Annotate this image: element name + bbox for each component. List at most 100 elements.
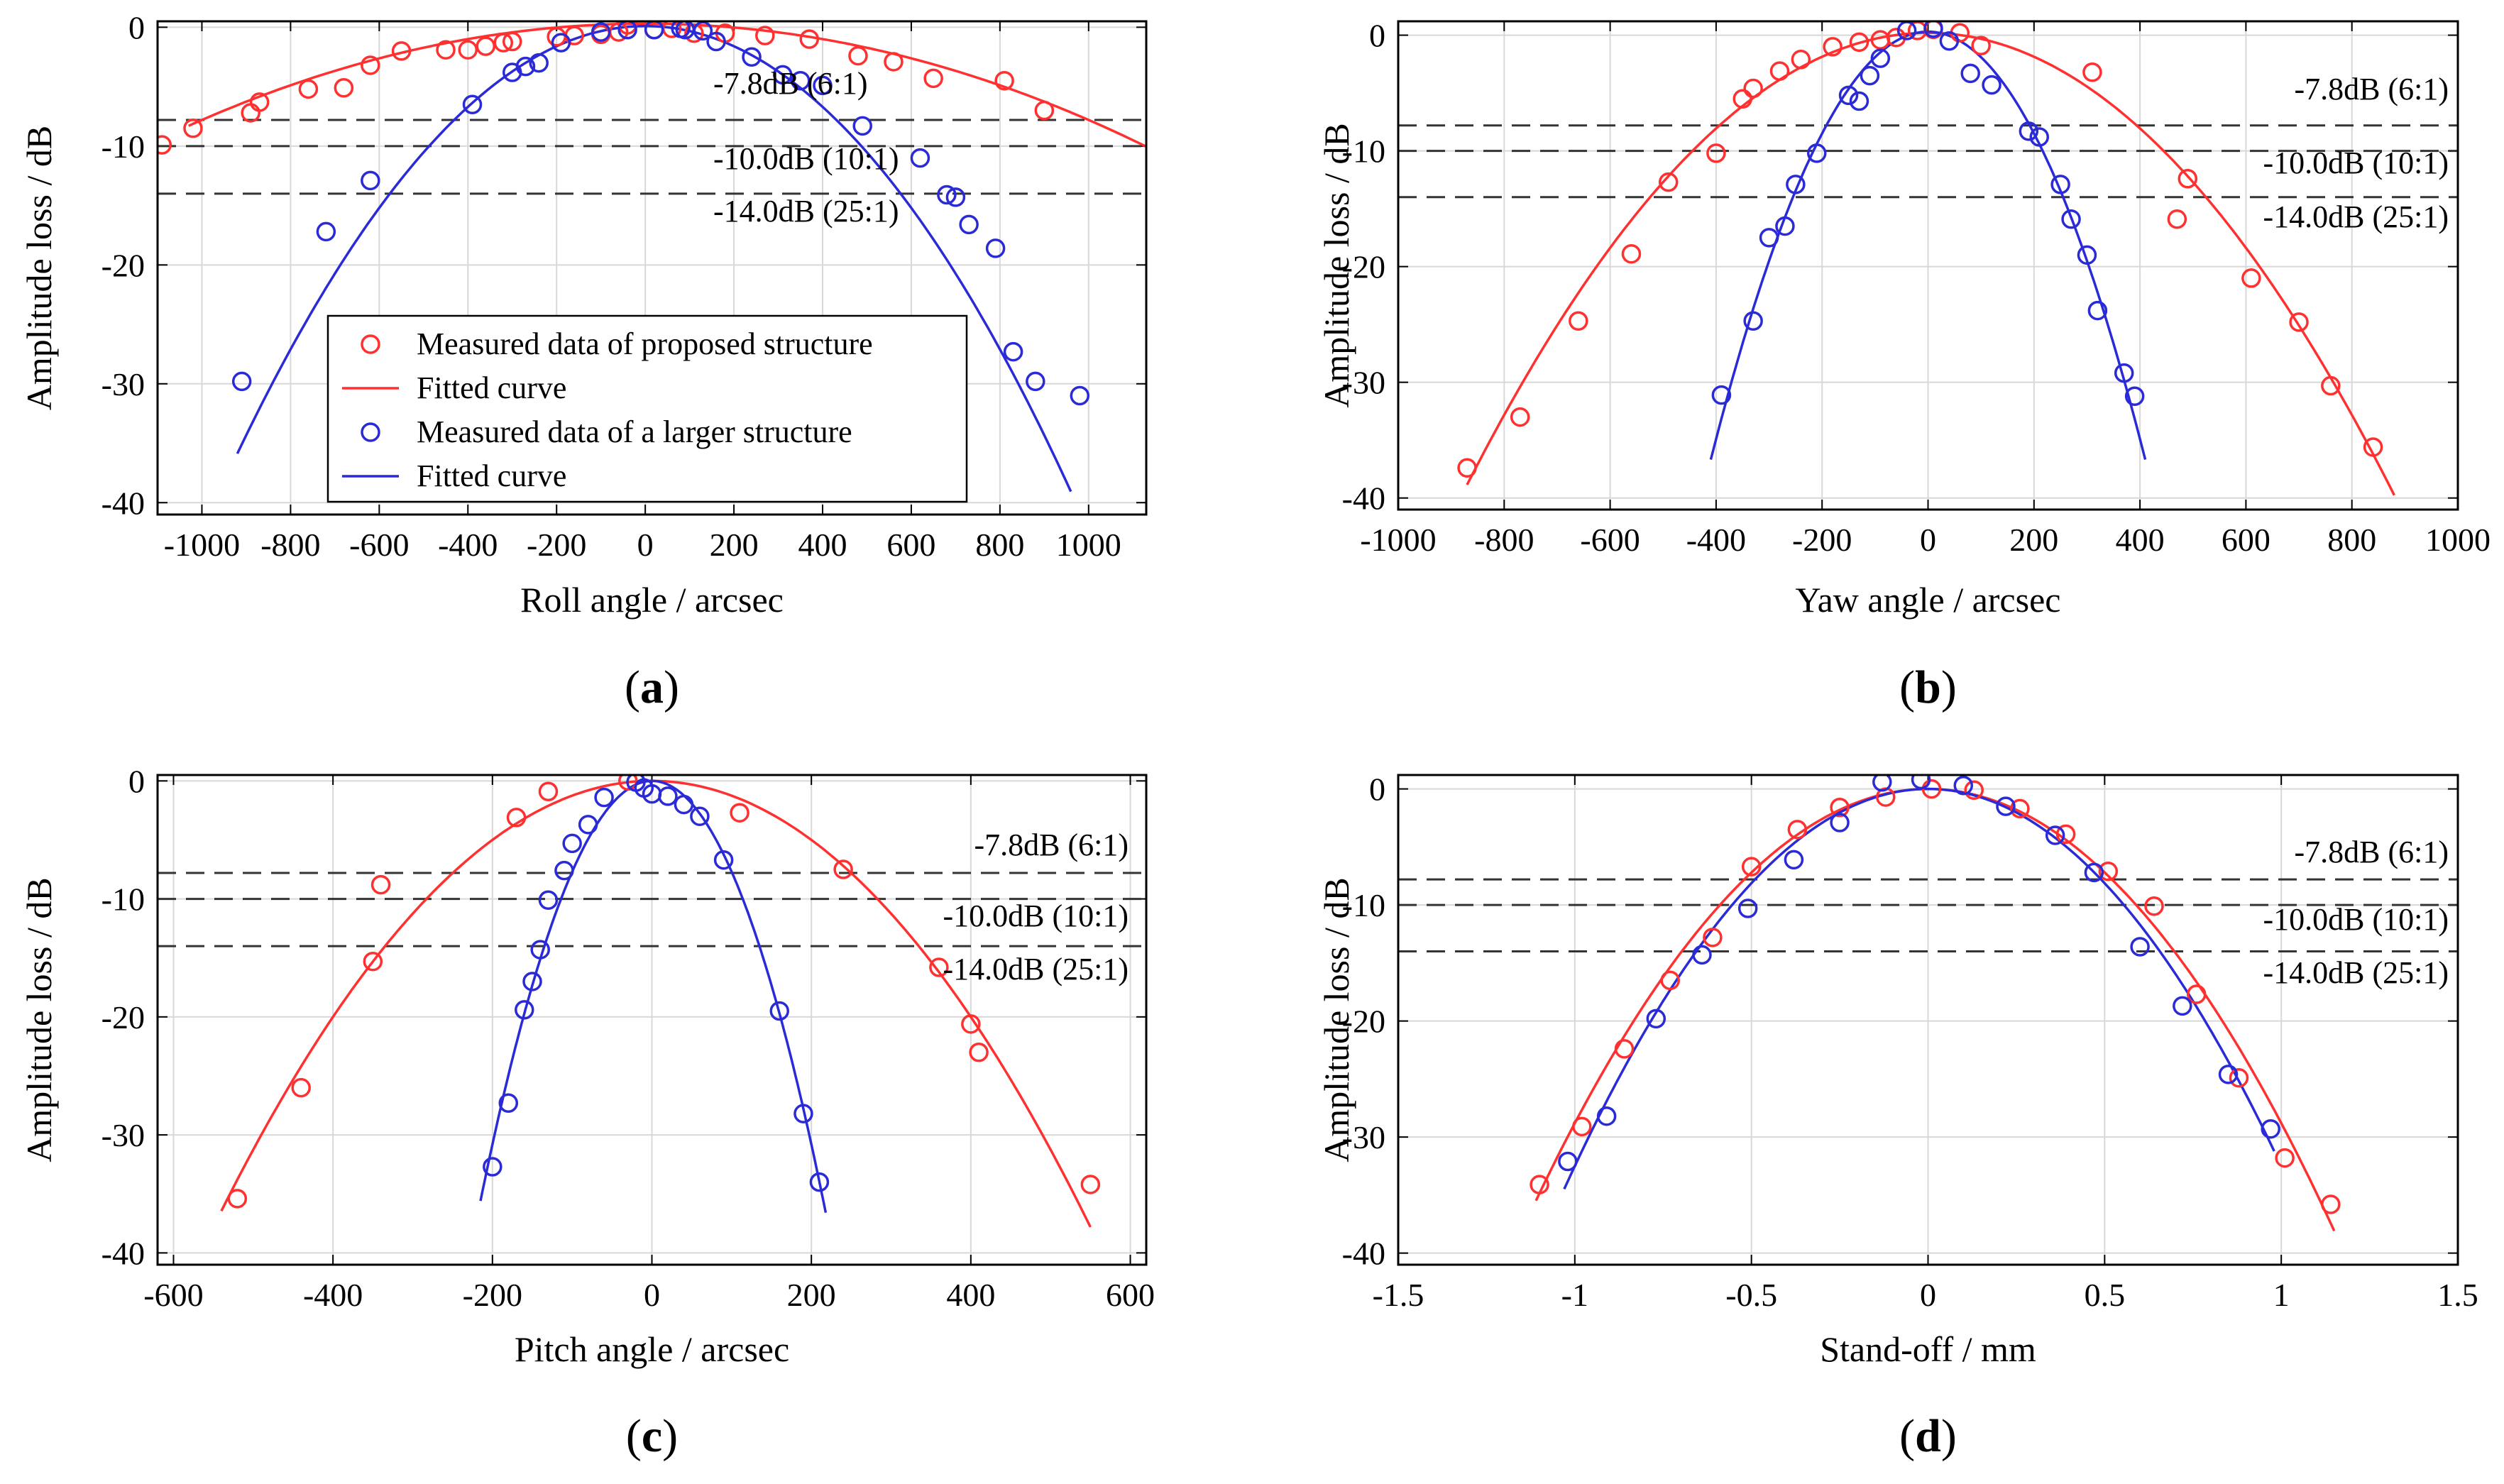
data-point <box>538 890 559 910</box>
data-point <box>2186 984 2207 1004</box>
y-tick-label: -40 <box>1342 480 1385 517</box>
data-point <box>1996 796 2016 816</box>
x-axis-label: Yaw angle / arcsec <box>1796 580 2061 620</box>
data-point <box>1743 311 1763 331</box>
threshold-label: -7.8dB (6:1) <box>974 828 1129 862</box>
data-point <box>945 187 966 207</box>
data-point <box>684 23 704 43</box>
data-point <box>2050 175 2070 194</box>
data-point <box>1737 898 1758 918</box>
data-point <box>493 33 513 53</box>
data-point <box>227 1189 248 1209</box>
data-point <box>2055 824 2076 845</box>
x-tick-label: -1.5 <box>1373 1277 1424 1313</box>
threshold-label: -10.0dB (10:1) <box>713 141 899 176</box>
x-axis-label: Stand-off / mm <box>1820 1329 2036 1369</box>
threshold-label: -14.0dB (25:1) <box>713 194 899 229</box>
data-point <box>1860 65 1880 86</box>
x-tick-label: 800 <box>2327 522 2376 558</box>
x-tick-label: 600 <box>2222 522 2270 558</box>
legend: Measured data of proposed structure Fitte… <box>326 314 968 503</box>
y-tick-label: 0 <box>1369 18 1385 54</box>
data-point <box>1614 1039 1635 1059</box>
y-tick-label: -10 <box>1342 133 1385 170</box>
data-point <box>2218 1065 2239 1084</box>
data-point <box>2019 121 2039 141</box>
data-point <box>1569 311 1588 331</box>
panel-label: (b) <box>1899 661 1957 713</box>
y-tick-label: -20 <box>101 247 145 283</box>
y-tick-label: -30 <box>1342 365 1385 401</box>
data-point <box>298 79 319 99</box>
x-tick-label: 400 <box>946 1277 995 1313</box>
fitted-curve <box>479 779 828 1214</box>
data-point <box>2289 312 2309 332</box>
data-point <box>994 70 1014 91</box>
data-point <box>813 75 833 96</box>
data-point <box>502 31 522 52</box>
data-point <box>476 36 496 56</box>
data-point <box>1849 32 1869 53</box>
data-point <box>1784 850 1804 870</box>
data-point <box>363 951 383 972</box>
data-point <box>538 781 559 802</box>
data-point <box>2084 862 2104 883</box>
axes-frame <box>1397 774 2459 1266</box>
x-tick-label: 400 <box>2116 522 2165 558</box>
x-tick-label: 1000 <box>1056 527 1121 563</box>
data-point <box>690 806 710 826</box>
data-point <box>530 940 550 960</box>
data-point <box>2178 168 2198 189</box>
y-axis-label: Amplitude loss / dB <box>19 877 59 1162</box>
data-point <box>1703 928 1723 947</box>
data-point <box>959 214 979 235</box>
legend-marker <box>361 334 380 354</box>
x-tick-label: -800 <box>1474 522 1534 558</box>
data-point <box>515 56 536 77</box>
x-tick-label: -1000 <box>164 527 240 563</box>
data-point <box>1510 407 1530 427</box>
data-point <box>658 786 678 806</box>
x-tick-label: 0 <box>644 1277 660 1313</box>
data-point <box>852 116 872 136</box>
data-point <box>591 22 611 42</box>
y-tick-label: -10 <box>101 881 145 918</box>
x-tick-label: 600 <box>1106 1277 1155 1313</box>
chart-panel-c: -600 -400 -200 0 200 400 600 0 -10 -20 -30 -40 -7.8d… <box>19 763 1155 1462</box>
data-point <box>2061 209 2081 229</box>
data-point <box>562 833 582 854</box>
y-axis-label: Amplitude loss / dB <box>1317 123 1356 407</box>
data-point <box>1911 775 1931 790</box>
threshold-label: -14.0dB (25:1) <box>943 952 1129 986</box>
threshold-label: -14.0dB (25:1) <box>2263 955 2449 990</box>
data-point <box>2077 245 2097 265</box>
data-point <box>1838 85 1859 106</box>
data-point <box>2363 437 2383 457</box>
data-point <box>515 1000 534 1020</box>
x-tick-label: 0 <box>1920 1277 1936 1313</box>
x-tick-label: 600 <box>886 527 935 563</box>
axes-frame <box>156 774 1148 1266</box>
data-point <box>1741 857 1762 876</box>
data-point <box>1939 31 1960 51</box>
x-tick-label: 1.5 <box>2437 1277 2478 1313</box>
data-point <box>2241 268 2261 288</box>
data-point <box>713 850 734 870</box>
x-tick-label: 200 <box>787 1277 836 1313</box>
x-tick-label: -400 <box>303 1277 363 1313</box>
data-point <box>506 808 527 828</box>
data-point <box>1830 798 1850 818</box>
data-point <box>969 1042 989 1062</box>
data-point <box>1660 970 1680 991</box>
data-point <box>1658 172 1679 192</box>
y-tick-label: -10 <box>101 128 145 165</box>
data-point <box>1964 780 1984 801</box>
y-tick-label: -40 <box>1342 1236 1385 1272</box>
x-tick-label: 0 <box>637 527 654 563</box>
data-point <box>361 55 380 75</box>
data-point <box>1786 175 1806 194</box>
data-point <box>2045 825 2065 845</box>
data-point <box>2321 375 2341 396</box>
chart-panel-d: -1.5 -1 -0.5 0 0.5 1 1.5 0 -10 -20 -30 -40 -7.8dB (6… <box>1317 771 2478 1462</box>
